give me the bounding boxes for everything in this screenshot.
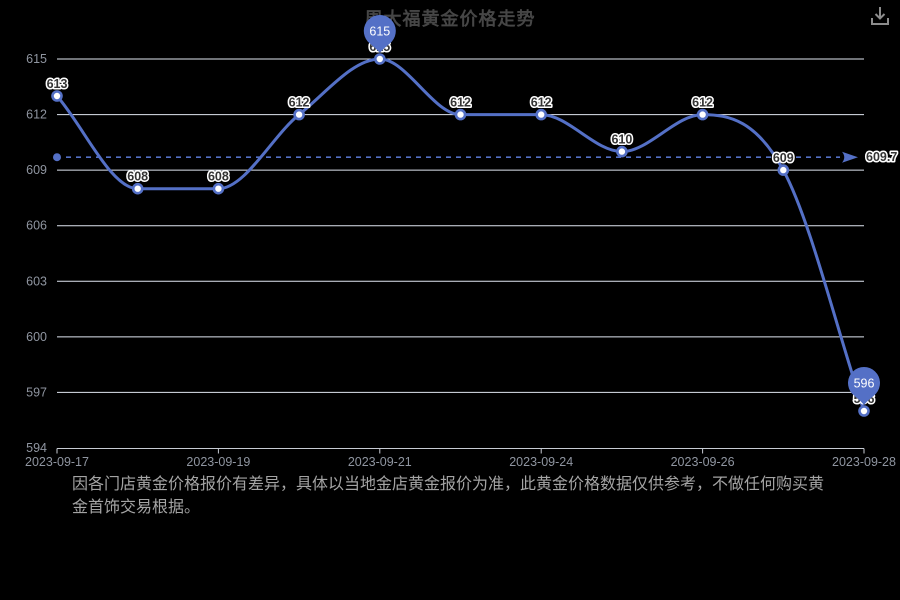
y-axis-label: 609 (26, 163, 47, 177)
data-point-label: 613 (47, 77, 68, 91)
min-pin[interactable]: 596 (848, 367, 880, 405)
mark-line-arrow (842, 151, 858, 163)
data-point[interactable] (696, 108, 709, 121)
y-axis-label: 615 (26, 52, 47, 66)
x-axis-label: 2023-09-19 (186, 455, 250, 469)
data-point[interactable] (454, 108, 467, 121)
x-axis-label: 2023-09-28 (832, 455, 896, 469)
y-axis-label: 606 (26, 219, 47, 233)
data-point-label: 612 (450, 96, 471, 110)
data-point-label: 608 (127, 170, 148, 184)
data-point[interactable] (777, 164, 790, 176)
y-axis-label: 603 (26, 274, 47, 288)
max-pin-label: 615 (369, 25, 390, 39)
chart-title: 周大福黄金价格走势 (364, 9, 536, 29)
data-point-label: 612 (692, 96, 713, 110)
download-icon (871, 7, 889, 25)
data-point-label: 610 (611, 133, 632, 147)
min-pin-shape (848, 367, 880, 405)
disclaimer-text: 因各门店黄金价格报价有差异，具体以当地金店黄金报价为准，此黄金价格数据仅供参考，… (72, 476, 825, 516)
y-axis-label: 600 (26, 330, 47, 344)
mark-line-label: 609.7 (866, 150, 897, 164)
y-axis-label: 594 (26, 441, 47, 455)
data-point[interactable] (616, 145, 628, 158)
data-point[interactable] (535, 108, 548, 121)
x-axis-label: 2023-09-21 (348, 455, 412, 469)
data-point-label: 608 (208, 170, 229, 184)
max-pin[interactable]: 615 (363, 15, 396, 53)
data-point-label: 612 (289, 96, 310, 110)
x-axis-label: 2023-09-17 (25, 455, 89, 469)
y-axis-label: 612 (26, 108, 47, 122)
price-chart: 594 597 600 603 606 609 612 615 2023-09-17 2023-0… (25, 15, 899, 469)
x-axis-label: 2023-09-26 (671, 455, 735, 469)
y-axis-label: 597 (26, 385, 47, 399)
data-point-label: 612 (531, 96, 552, 110)
data-point[interactable] (131, 182, 144, 195)
download-button[interactable] (866, 3, 894, 31)
data-point[interactable] (858, 405, 870, 417)
data-point[interactable] (293, 108, 305, 121)
data-point[interactable] (373, 53, 386, 65)
data-point-label: 609 (773, 151, 794, 165)
min-pin-label: 596 (854, 377, 875, 391)
mark-line-start-dot (53, 153, 61, 162)
max-pin-shape (363, 15, 396, 53)
data-point[interactable] (51, 90, 63, 102)
data-point[interactable] (212, 182, 225, 195)
x-axis-label: 2023-09-24 (509, 455, 573, 469)
